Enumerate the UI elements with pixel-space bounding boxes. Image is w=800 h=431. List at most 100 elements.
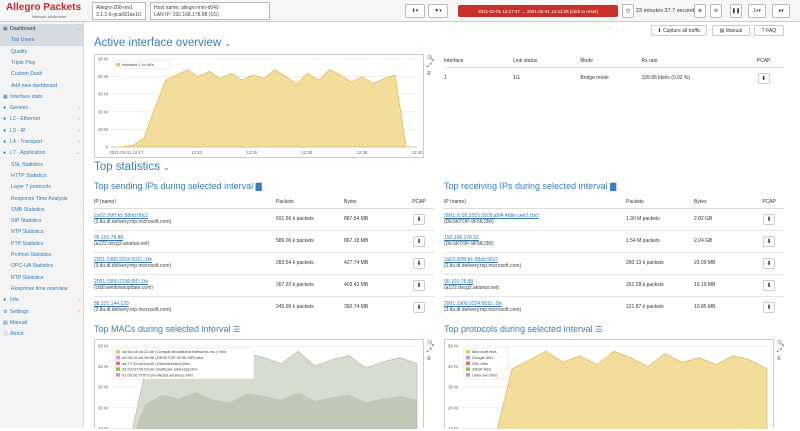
sidebar-item-quality[interactable]: Quality	[0, 47, 84, 58]
interface-table: Interface Link status Mode Rx rate PCAP …	[444, 56, 784, 89]
sidebar-item-triple-play[interactable]: Triple Play	[0, 58, 84, 69]
sidebar-item-http-statistics[interactable]: HTTP Statistics	[0, 171, 84, 182]
protocols-chart[interactable]: 10 M 20 M 30 M 40 M 50 M Microsoft bit/s Googl…	[444, 339, 774, 431]
sidebar-item-top-users[interactable]: Top Users	[0, 35, 84, 47]
ip-link[interactable]: 95.101.78.88	[94, 235, 124, 241]
x-tick-label: 12:35	[357, 150, 368, 155]
sidebar-item-label: Response time overview	[11, 285, 68, 292]
pcap-download-button[interactable]: ⬇	[763, 257, 775, 269]
menu-icon[interactable]: ≡	[777, 356, 781, 362]
active-interface-title[interactable]: Active interface overview ⌄	[94, 37, 232, 49]
ip-hostname: (3.tlu.dl.delivery.mp.microsoft.com)	[444, 307, 522, 314]
interval-select[interactable]: 1s ▾	[748, 4, 766, 18]
sidebar-item-dashboard[interactable]: ▣ Dashboard ⌄	[0, 24, 84, 35]
menu-icon[interactable]: ≡	[427, 71, 431, 77]
y-tick-label: 20 M	[98, 405, 108, 410]
top-receiving-title[interactable]: Top receiving IPs during selected interv…	[444, 181, 617, 191]
sidebar-item-settings[interactable]: ⚙ Settings ‹	[0, 307, 84, 318]
logo[interactable]: Allegro Packets Network Multimeter	[2, 2, 90, 20]
sidebar-item-response-time-analysis[interactable]: Response Time Analysis	[0, 194, 84, 205]
time-range-reset-button[interactable]: 2021-02-01 12:17:47 → 2021-02-01 12:41:2…	[458, 5, 618, 17]
sidebar-item-ntp-statistics[interactable]: NTP Statistics	[0, 227, 84, 238]
zoom-icon[interactable]: 🔍	[777, 341, 785, 347]
pause-button[interactable]: ❚❚	[730, 4, 742, 18]
y-tick-label: 20 M	[98, 109, 108, 114]
sidebar-item-about[interactable]: ⓘ About	[0, 329, 84, 340]
expand-icon[interactable]: ⤢	[427, 348, 432, 354]
sidebar-item-layer-7-protocols[interactable]: Layer 7 protocols	[0, 182, 84, 193]
sidebar-item-generic[interactable]: ● Generic ‹	[0, 103, 84, 114]
ip-link[interactable]: 2001:1c05:2515:3100:a5f4:4b8e:cee2:cbcf	[444, 213, 539, 219]
top-macs-title[interactable]: Top MACs during selected interval ☰	[94, 324, 241, 334]
ip-link[interactable]: 2001:1900:2324:5011::1fe	[444, 301, 503, 308]
zoom-out-button[interactable]: ⊖	[710, 4, 722, 18]
ip-link[interactable]: 2001:1900:2336:f00::1fe	[94, 279, 149, 285]
pcap-download-button[interactable]: ⬇	[763, 301, 775, 313]
macs-chart[interactable]: 10 M 20 M 30 M 40 M 50 M c8:5a:44:0a:21:be (C…	[94, 339, 424, 431]
pcap-download-button[interactable]: ⬇	[413, 235, 425, 247]
sidebar-item-label: Generic	[10, 105, 29, 112]
y-tick-label: 40 M	[98, 364, 108, 369]
sidebar-item-label: Top Users	[11, 37, 35, 44]
sidebar-icon: ●	[3, 105, 7, 112]
sidebar-item-l3-ip[interactable]: ● L3 - IP ‹	[0, 126, 84, 137]
sidebar-item-sip-statistics[interactable]: SIP Statistics	[0, 216, 84, 227]
sidebar-item-interface-stats[interactable]: ▦ Interface stats	[0, 92, 84, 103]
version-name: Allegro-200-rev1	[96, 5, 133, 11]
macs-chart-svg: 10 M 20 M 30 M 40 M 50 M c8:5a:44:0a:21:be (C…	[98, 344, 418, 431]
ip-link[interactable]: 2a02:26f0:fd::58dd:90c2	[94, 213, 148, 219]
pcap-download-button[interactable]: ⬇	[413, 301, 425, 313]
top-protocols-title[interactable]: Top protocols during selected interval ☰	[444, 324, 603, 334]
expand-icon[interactable]: ⤢	[427, 63, 432, 69]
zoom-in-button[interactable]: ⊕	[694, 4, 706, 18]
user-menu-button[interactable]: ●▾	[772, 4, 790, 18]
sidebar-item-response-time-overview[interactable]: Response time overview	[0, 284, 84, 295]
x-tick-label: 12:20	[191, 150, 202, 155]
ip-link[interactable]: 192.168.178.53	[444, 235, 479, 241]
capture-all-traffic-button[interactable]: ⬇ Capture all traffic	[651, 25, 707, 36]
sidebar-item-l4-transport[interactable]: ● L4 - Transport ‹	[0, 137, 84, 148]
zoom-icon[interactable]: 🔍	[427, 56, 435, 62]
filter-menu-button[interactable]: ▼▾	[428, 4, 448, 18]
sidebar-item-profinet-statistics[interactable]: Profinet Statistics	[0, 250, 84, 261]
col-pcap: PCAP	[404, 197, 434, 209]
sidebar-item-l2-ethernet[interactable]: ● L2 - Ethernet ‹	[0, 114, 84, 125]
y-tick-label: 30 M	[98, 385, 108, 390]
ip-link[interactable]: 95.101.78.88	[444, 279, 474, 285]
series-area	[111, 69, 417, 148]
faq-button[interactable]: ? FAQ	[754, 25, 784, 36]
sidebar-item-add-new-dashboard[interactable]: Add new dashboard	[0, 81, 84, 92]
pcap-download-button[interactable]: ⬇	[413, 213, 425, 225]
expand-icon[interactable]: ⤢	[777, 348, 782, 354]
pcap-download-button[interactable]: ⬇	[763, 213, 775, 225]
pcap-download-button[interactable]: ⬇	[763, 235, 775, 247]
pcap-download-button[interactable]: ⬇	[763, 279, 775, 291]
sidebar-item-ptp-statistics[interactable]: PTP Statistics	[0, 239, 84, 250]
sidebar-item-rtp-statistics[interactable]: RTP Statistics	[0, 273, 84, 284]
ip-link[interactable]: 2001:1900:2324:5011::1fe	[94, 257, 153, 263]
sidebar-item-ssl-statistics[interactable]: SSL Statistics	[0, 160, 84, 171]
menu-icon[interactable]: ≡	[427, 356, 431, 362]
ip-link[interactable]: 88.221.144.129	[94, 301, 129, 308]
manual-button[interactable]: ▤ Manual	[712, 25, 750, 36]
legend-label: Interface 1 rx bit/s	[122, 62, 154, 67]
pcap-download-button[interactable]: ⬇	[413, 279, 425, 291]
top-sending-title[interactable]: Top sending IPs during selected interval…	[94, 181, 262, 191]
sidebar-item-info[interactable]: ● Info ‹	[0, 295, 84, 306]
pcap-download-button[interactable]: ⬇	[413, 257, 425, 269]
top-statistics-title[interactable]: Top statistics ⌄	[94, 161, 170, 173]
table-row: 88.221.144.129 (2.tlu.dl.delivery.mp.micr…	[94, 295, 434, 318]
sidebar-item-manual[interactable]: ▤ Manual	[0, 318, 84, 329]
zoom-icon[interactable]: 🔍	[427, 341, 435, 347]
table-row: 2001:1c05:2515:3100:a5f4:4b8e:cee2:cbcf(…	[444, 207, 784, 230]
pcap-download-button[interactable]: ⬇	[757, 72, 770, 84]
sidebar-item-smb-statistics[interactable]: SMB Statistics	[0, 205, 84, 216]
ip-hostname: (a122.dscg3.akamai.net)	[444, 285, 500, 291]
sidebar-item-opc-ua-statistics[interactable]: OPC-UA Statistics	[0, 261, 84, 272]
iface-number: 1	[444, 66, 514, 89]
ip-link[interactable]: 2a02:26f0:fd::58dd:90c2	[444, 257, 498, 263]
sidebar-item-custom-dash[interactable]: Custom Dash	[0, 69, 84, 80]
sidebar-item-l7-application[interactable]: ● L7 - Application ⌄	[0, 148, 84, 159]
interface-chart[interactable]: 0 10 M 20 M 30 M 40 M 50 M 2021-02-01 12:17 12:…	[94, 54, 424, 158]
download-menu-button[interactable]: ⬇▾	[405, 4, 425, 18]
